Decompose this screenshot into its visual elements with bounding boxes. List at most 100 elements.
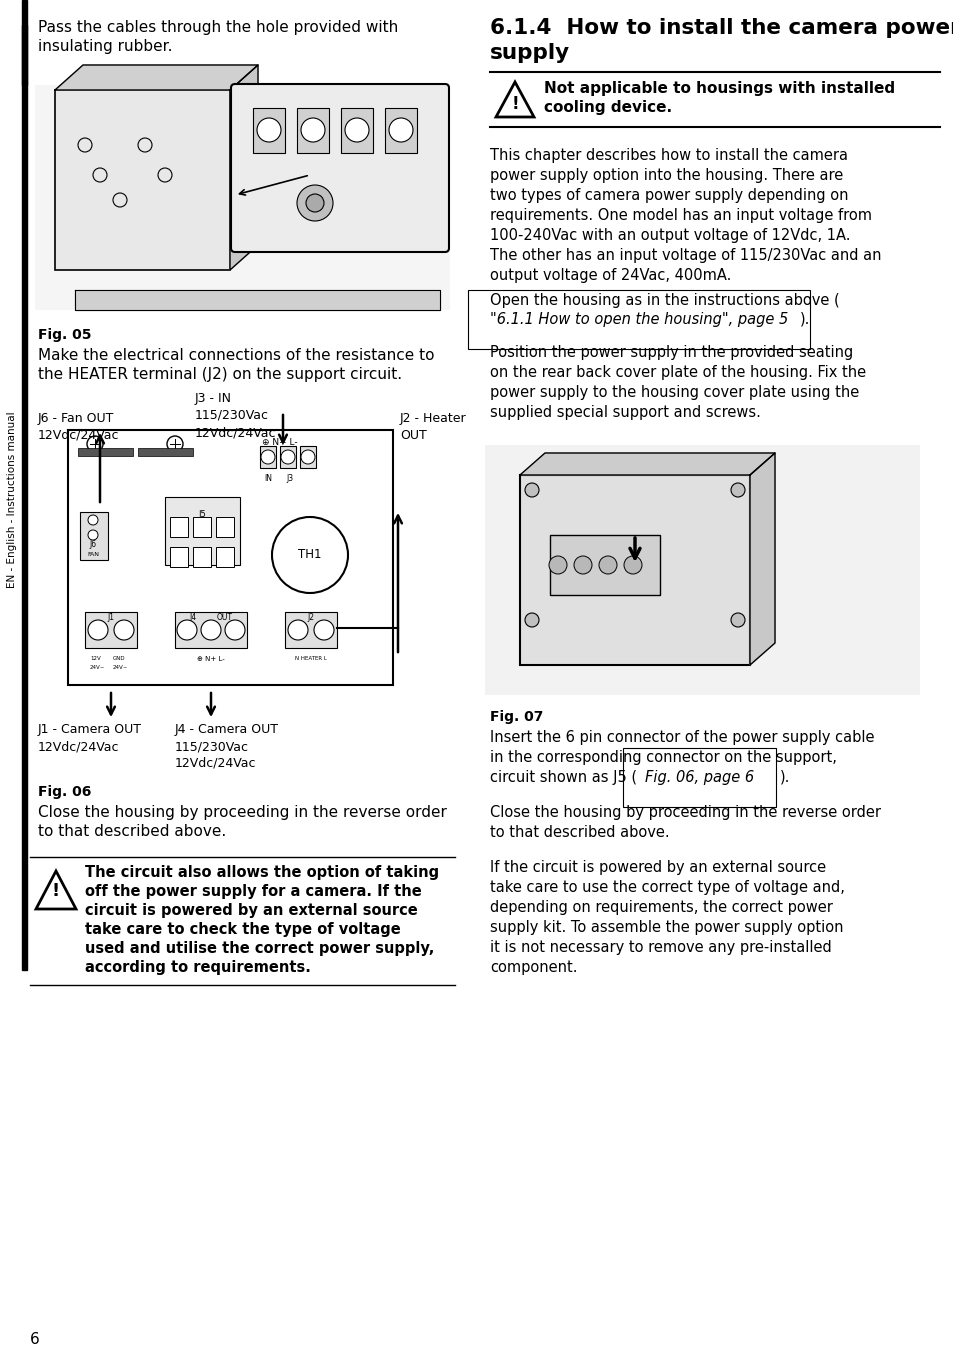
Bar bbox=[170, 517, 188, 538]
Text: cooling device.: cooling device. bbox=[543, 100, 672, 115]
Text: ).: ). bbox=[800, 311, 809, 328]
Text: Pass the cables through the hole provided with: Pass the cables through the hole provide… bbox=[38, 20, 397, 35]
Text: Fig. 06, page 6: Fig. 06, page 6 bbox=[644, 770, 753, 785]
Text: J4: J4 bbox=[190, 613, 196, 621]
Text: Not applicable to housings with installed: Not applicable to housings with installe… bbox=[543, 81, 894, 96]
Circle shape bbox=[730, 483, 744, 497]
Text: 6.1.4  How to install the camera power: 6.1.4 How to install the camera power bbox=[490, 18, 953, 38]
Text: Fig. 06: Fig. 06 bbox=[38, 785, 91, 799]
Polygon shape bbox=[519, 454, 774, 475]
Text: FAN: FAN bbox=[87, 552, 99, 556]
Text: 12Vdc/24Vac: 12Vdc/24Vac bbox=[194, 427, 276, 439]
Text: J5: J5 bbox=[198, 510, 206, 519]
Text: supply: supply bbox=[490, 43, 570, 64]
Text: 115/230Vac: 115/230Vac bbox=[194, 409, 269, 422]
Text: output voltage of 24Vac, 400mA.: output voltage of 24Vac, 400mA. bbox=[490, 268, 731, 283]
Circle shape bbox=[574, 556, 592, 574]
Bar bbox=[68, 431, 393, 685]
Text: J6: J6 bbox=[90, 540, 96, 548]
Text: circuit shown as J5 (: circuit shown as J5 ( bbox=[490, 770, 637, 785]
Text: Open the housing as in the instructions above (: Open the housing as in the instructions … bbox=[490, 292, 839, 307]
Text: Insert the 6 pin connector of the power supply cable: Insert the 6 pin connector of the power … bbox=[490, 730, 874, 745]
Text: insulating rubber.: insulating rubber. bbox=[38, 39, 172, 54]
Bar bbox=[174, 612, 247, 649]
Circle shape bbox=[301, 118, 325, 142]
Text: power supply to the housing cover plate using the: power supply to the housing cover plate … bbox=[490, 385, 859, 399]
Circle shape bbox=[296, 185, 333, 221]
Text: Fig. 07: Fig. 07 bbox=[490, 709, 543, 724]
Circle shape bbox=[345, 118, 369, 142]
FancyBboxPatch shape bbox=[231, 84, 449, 252]
Text: 115/230Vac: 115/230Vac bbox=[174, 741, 249, 753]
Text: J3: J3 bbox=[286, 474, 294, 483]
Text: J4 - Camera OUT: J4 - Camera OUT bbox=[174, 723, 278, 737]
Circle shape bbox=[88, 529, 98, 540]
Text: ⊕ N+ L-: ⊕ N+ L- bbox=[262, 437, 297, 447]
Bar bbox=[280, 445, 295, 468]
Text: GND: GND bbox=[112, 655, 126, 661]
Text: J2 - Heater: J2 - Heater bbox=[399, 412, 466, 425]
Text: Fig. 05: Fig. 05 bbox=[38, 328, 91, 343]
Bar bbox=[193, 517, 211, 538]
Bar bbox=[85, 612, 137, 649]
Bar bbox=[35, 85, 450, 310]
Bar bbox=[340, 108, 373, 153]
Bar bbox=[193, 547, 211, 567]
Circle shape bbox=[113, 620, 133, 640]
Text: take care to use the correct type of voltage and,: take care to use the correct type of vol… bbox=[490, 880, 844, 895]
Bar bbox=[80, 512, 108, 561]
Text: 24V~: 24V~ bbox=[90, 665, 105, 670]
Text: !: ! bbox=[511, 95, 518, 112]
Bar bbox=[519, 475, 749, 665]
Circle shape bbox=[524, 483, 538, 497]
Text: 12Vdc/24Vac: 12Vdc/24Vac bbox=[38, 741, 119, 753]
Text: ⊕ N+ L-: ⊕ N+ L- bbox=[197, 655, 225, 662]
Circle shape bbox=[177, 620, 196, 640]
Circle shape bbox=[623, 556, 641, 574]
Text: N HEATER L: N HEATER L bbox=[294, 655, 327, 661]
Text: circuit is powered by an external source: circuit is powered by an external source bbox=[85, 903, 417, 918]
Bar bbox=[138, 448, 193, 456]
Bar bbox=[22, 0, 27, 85]
Text: 12V: 12V bbox=[90, 655, 101, 661]
Circle shape bbox=[389, 118, 413, 142]
Bar bbox=[215, 517, 233, 538]
Text: J2: J2 bbox=[307, 613, 314, 621]
Circle shape bbox=[88, 620, 108, 640]
Text: supply kit. To assemble the power supply option: supply kit. To assemble the power supply… bbox=[490, 919, 842, 936]
Text: in the corresponding connector on the support,: in the corresponding connector on the su… bbox=[490, 750, 836, 765]
Circle shape bbox=[281, 450, 294, 464]
Text: 12Vdc/24Vac: 12Vdc/24Vac bbox=[174, 757, 256, 770]
Polygon shape bbox=[55, 65, 257, 89]
Text: it is not necessary to remove any pre-installed: it is not necessary to remove any pre-in… bbox=[490, 940, 831, 955]
Circle shape bbox=[261, 450, 274, 464]
Text: "6.1.1 How to open the housing", page 5: "6.1.1 How to open the housing", page 5 bbox=[490, 311, 787, 328]
Text: OUT: OUT bbox=[216, 613, 233, 621]
Text: IN: IN bbox=[264, 474, 272, 483]
Bar bbox=[550, 535, 659, 594]
Bar bbox=[296, 108, 329, 153]
Text: !: ! bbox=[51, 881, 60, 900]
Text: OUT: OUT bbox=[399, 429, 426, 441]
Bar bbox=[215, 547, 233, 567]
Text: ).: ). bbox=[780, 770, 789, 785]
Bar bbox=[78, 448, 132, 456]
Circle shape bbox=[201, 620, 221, 640]
Text: 6: 6 bbox=[30, 1332, 40, 1347]
Text: Close the housing by proceeding in the reverse order: Close the housing by proceeding in the r… bbox=[490, 806, 880, 821]
Circle shape bbox=[225, 620, 245, 640]
Bar bbox=[165, 497, 240, 565]
Text: 12Vdc/24Vac: 12Vdc/24Vac bbox=[38, 429, 119, 441]
Text: on the rear back cover plate of the housing. Fix the: on the rear back cover plate of the hous… bbox=[490, 366, 865, 380]
Text: according to requirements.: according to requirements. bbox=[85, 960, 311, 975]
Text: J6 - Fan OUT: J6 - Fan OUT bbox=[38, 412, 114, 425]
Bar bbox=[170, 547, 188, 567]
Text: Close the housing by proceeding in the reverse order: Close the housing by proceeding in the r… bbox=[38, 806, 446, 821]
Circle shape bbox=[598, 556, 617, 574]
Polygon shape bbox=[749, 454, 774, 665]
Text: J1: J1 bbox=[108, 613, 114, 621]
Text: EN - English - Instructions manual: EN - English - Instructions manual bbox=[7, 412, 17, 588]
Text: The circuit also allows the option of taking: The circuit also allows the option of ta… bbox=[85, 865, 438, 880]
Circle shape bbox=[730, 613, 744, 627]
Text: two types of camera power supply depending on: two types of camera power supply dependi… bbox=[490, 188, 847, 203]
